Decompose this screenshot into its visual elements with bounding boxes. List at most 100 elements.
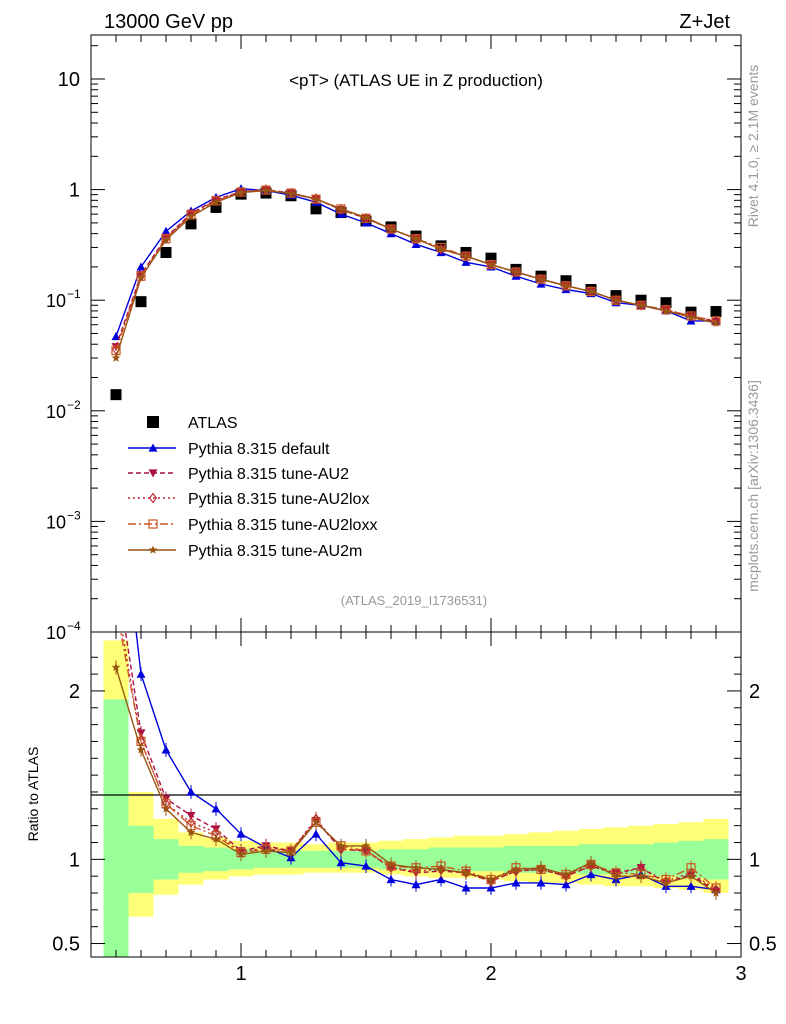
- ratio-point-pythia-8-315-default: [136, 669, 146, 678]
- ratio-point-pythia-8-315-default: [211, 804, 221, 813]
- ratio-y-tick-label-left: 0.5: [52, 934, 80, 956]
- ratio-point-pythia-8-315-default: [586, 869, 596, 879]
- legend-marker-pythia-8-315-default: [148, 443, 158, 452]
- analysis-watermark: (ATLAS_2019_I1736531): [341, 593, 487, 608]
- ratio-marks: [111, 632, 721, 901]
- ratio-point-pythia-8-315-tune-au2m: [136, 745, 146, 754]
- main-y-tick-exponent: −2: [67, 398, 81, 412]
- legend-label-pythia-8-315-tune-au2m: Pythia 8.315 tune-AU2m: [188, 543, 362, 560]
- main-y-tick-exponent: −4: [67, 619, 81, 633]
- header-energy-label: 13000 GeV pp: [104, 11, 233, 33]
- main-point-pythia-8-315-tune-au2m: [461, 251, 471, 260]
- ratio-point-pythia-8-315-tune-au2m: [411, 863, 421, 872]
- ratio-point-pythia-8-315-tune-au2m: [286, 848, 296, 857]
- ratio-point-pythia-8-315-default: [686, 881, 696, 890]
- main-y-tick-exponent: −1: [67, 287, 81, 301]
- ratio-point-pythia-8-315-tune-au2m: [236, 849, 246, 858]
- ratio-point-pythia-8-315-tune-au2m: [186, 827, 196, 836]
- ratio-point-pythia-8-315-default: [311, 829, 321, 838]
- ratio-point-pythia-8-315-default: [411, 880, 421, 889]
- ratio-point-pythia-8-315-tune-au2m: [461, 868, 471, 877]
- ratio-point-pythia-8-315-tune-au2m: [336, 841, 346, 850]
- main-point-pythia-8-315-default: [461, 257, 471, 266]
- ratio-point-pythia-8-315-tune-au2m: [311, 817, 321, 826]
- ratio-point-pythia-8-315-tune-au2m: [211, 834, 221, 843]
- ratio-point-pythia-8-315-tune-au2m: [486, 875, 496, 884]
- ratio-point-pythia-8-315-tune-au2lox: [336, 843, 346, 855]
- ratio-point-pythia-8-315-default: [436, 875, 446, 884]
- ratio-point-pythia-8-315-default: [386, 875, 396, 884]
- ratio-x-tick-label: 1: [235, 963, 246, 985]
- main-point-pythia-8-315-tune-au2m: [211, 197, 221, 206]
- ratio-y-tick-label-left: 1: [69, 849, 80, 871]
- legend-marker-pythia-8-315-tune-au2loxx: [148, 519, 158, 529]
- legend-label-pythia-8-315-default: Pythia 8.315 default: [188, 441, 330, 458]
- main-point-pythia-8-315-tune-au2m: [536, 274, 546, 283]
- main-point-pythia-8-315-tune-au2loxx: [261, 185, 271, 195]
- ratio-band-yellow: [103, 640, 729, 957]
- main-point-pythia-8-315-tune-au2m: [486, 260, 496, 269]
- main-point-pythia-8-315-tune-au2m: [161, 235, 171, 244]
- ratio-point-pythia-8-315-tune-au2lox: [411, 865, 421, 877]
- main-y-tick-label: 10: [46, 402, 66, 422]
- ratio-y-tick-label-left: 2: [69, 681, 80, 703]
- legend-marker-pythia-8-315-tune-au2m: [148, 545, 158, 554]
- ratio-point-pythia-8-315-tune-au2m: [686, 871, 696, 880]
- legend-marker-atlas: [147, 416, 159, 428]
- main-point-pythia-8-315-tune-au2m: [561, 281, 571, 290]
- main-point-pythia-8-315-tune-au2m: [611, 295, 621, 304]
- ratio-point-pythia-8-315-tune-au2m: [436, 864, 446, 874]
- main-x-axis: [115, 35, 742, 632]
- main-y-tick-label: 1: [69, 180, 80, 202]
- ratio-y-tick-label-right: 1: [749, 849, 760, 871]
- ratio-point-pythia-8-315-default: [511, 878, 521, 887]
- main-point-atlas: [660, 297, 672, 309]
- ratio-x-tick-label: 3: [735, 963, 746, 985]
- main-point-atlas: [135, 296, 147, 308]
- main-point-atlas: [710, 306, 722, 318]
- main-point-pythia-8-315-tune-au2m: [311, 194, 321, 203]
- main-y-tick-exponent: −3: [67, 508, 81, 522]
- main-y-tick-label: 10: [46, 623, 66, 643]
- main-point-atlas: [185, 218, 197, 230]
- legend-label-pythia-8-315-tune-au2loxx: Pythia 8.315 tune-AU2loxx: [188, 517, 377, 534]
- ratio-point-pythia-8-315-tune-au2: [136, 729, 146, 738]
- ratio-x-axis: 1 2 3: [115, 632, 747, 985]
- main-point-pythia-8-315-tune-au2m: [686, 312, 696, 321]
- rivet-info-label: Rivet 4.1.0, ≥ 2.1M events: [745, 65, 761, 228]
- ratio-point-pythia-8-315-tune-au2m: [636, 871, 646, 880]
- main-point-pythia-8-315-tune-au2m: [386, 224, 396, 233]
- legend-marker-pythia-8-315-tune-au2lox: [148, 492, 158, 504]
- main-point-pythia-8-315-tune-au2m: [661, 306, 671, 315]
- main-point-pythia-8-315-tune-au2m: [261, 186, 271, 195]
- main-point-atlas: [210, 201, 222, 213]
- ratio-point-pythia-8-315-tune-au2m: [661, 878, 671, 887]
- main-point-pythia-8-315-default: [136, 262, 146, 271]
- main-y-tick-label: 10: [46, 291, 66, 311]
- ratio-y-tick-label-right: 2: [749, 681, 760, 703]
- legend-label-pythia-8-315-tune-au2: Pythia 8.315 tune-AU2: [188, 466, 349, 483]
- header-process-label: Z+Jet: [679, 11, 730, 33]
- legend-marker-pythia-8-315-tune-au2: [148, 469, 158, 478]
- main-point-pythia-8-315-tune-au2m: [136, 273, 146, 282]
- main-point-pythia-8-315-default: [111, 331, 121, 341]
- main-point-pythia-8-315-tune-au2m: [336, 204, 346, 213]
- ratio-point-pythia-8-315-tune-au2m: [361, 841, 371, 850]
- ratio-point-pythia-8-315-tune-au2m: [586, 858, 596, 867]
- main-marks: [110, 184, 722, 401]
- ratio-point-pythia-8-315-default: [561, 880, 571, 889]
- main-point-pythia-8-315-tune-au2loxx: [136, 271, 146, 281]
- ratio-y-label: Ratio to ATLAS: [25, 747, 41, 842]
- ratio-panel: 0.5 0.5 1 1 2 2 1 2 3 Ratio to ATLAS: [25, 631, 777, 985]
- main-point-pythia-8-315-tune-au2m: [236, 188, 246, 197]
- ratio-point-pythia-8-315-default: [461, 883, 471, 892]
- main-point-atlas: [110, 389, 122, 401]
- main-point-pythia-8-315-tune-au2m: [286, 189, 296, 198]
- main-line-pythia-8-315-tune-au2m: [115, 189, 717, 359]
- ratio-point-pythia-8-315-tune-au2m: [611, 871, 621, 880]
- ratio-point-pythia-8-315-default: [336, 858, 346, 867]
- main-line-pythia-8-315-tune-au2lox: [115, 188, 717, 350]
- main-point-pythia-8-315-tune-au2m: [186, 212, 196, 221]
